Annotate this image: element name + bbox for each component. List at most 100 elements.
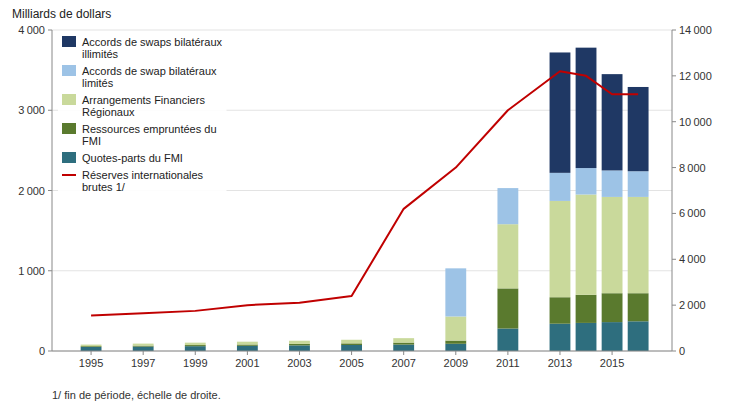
y2-tick	[672, 75, 676, 76]
bar	[237, 342, 258, 345]
bar	[133, 344, 154, 346]
bar	[550, 173, 571, 201]
bar	[289, 340, 310, 341]
y-tick-label: 3 000	[18, 104, 45, 116]
legend-label: Accords de swap bilatérauxlimités	[82, 65, 217, 89]
y-tick	[48, 110, 52, 111]
y-tick	[48, 30, 52, 31]
bar	[185, 342, 206, 343]
x-tick	[455, 351, 456, 355]
y-tick-label: 4 000	[18, 24, 45, 36]
bar	[576, 195, 597, 295]
y2-tick	[672, 259, 676, 260]
bar	[628, 321, 649, 351]
legend-items: Accords de swaps bilatérauxillimités Acco…	[62, 36, 223, 193]
x-tick-label: 2001	[235, 357, 259, 369]
legend-swatch	[62, 123, 76, 134]
y2-tick	[672, 351, 676, 352]
bar	[81, 344, 102, 345]
y2-tick	[672, 167, 676, 168]
y2-tick-label: 12 000	[679, 70, 712, 82]
bar	[445, 341, 466, 344]
legend-swatch	[62, 65, 76, 76]
bar	[341, 340, 362, 344]
x-tick-label: 1999	[183, 357, 207, 369]
bar	[602, 322, 623, 351]
x-tick-label: 1997	[131, 357, 155, 369]
legend-label-line: illimités	[82, 48, 119, 60]
bar	[185, 342, 206, 343]
y-tick-label: 2 000	[18, 185, 45, 197]
y-tick-label: 0	[39, 345, 45, 357]
bar	[550, 297, 571, 323]
bar	[445, 344, 466, 351]
page: {"chart_data": { "type": "bar", "stacked…	[0, 0, 730, 409]
bar	[445, 316, 466, 340]
bar	[185, 345, 206, 346]
legend-label-line: Accords de swaps bilatéraux	[82, 36, 223, 48]
y2-tick	[672, 305, 676, 306]
bar	[289, 345, 310, 351]
bar	[445, 268, 466, 316]
y2-tick-label: 14 000	[679, 24, 712, 36]
bar	[341, 343, 362, 345]
bar-series	[81, 195, 649, 347]
bar	[185, 346, 206, 351]
y2-tick-label: 8 000	[679, 162, 706, 174]
bar	[497, 188, 518, 224]
bar	[497, 188, 518, 189]
bar	[393, 343, 414, 345]
bar	[237, 344, 258, 345]
bar	[497, 329, 518, 351]
x-tick	[612, 351, 613, 355]
grid-line	[52, 351, 672, 352]
x-axis-line	[52, 351, 672, 352]
x-tick-label: 2015	[600, 357, 624, 369]
x-tick-label: 2013	[548, 357, 572, 369]
x-tick	[247, 351, 248, 355]
bar	[237, 341, 258, 342]
bar	[393, 338, 414, 339]
bar	[497, 224, 518, 288]
legend-label-line: Réserves internationales	[82, 169, 204, 181]
x-tick	[403, 351, 404, 355]
bar	[393, 345, 414, 351]
legend-swatch	[62, 174, 76, 176]
legend-background	[58, 32, 227, 197]
y2-tick	[672, 121, 676, 122]
bar-series	[550, 48, 649, 173]
x-tick-label: 2007	[391, 357, 415, 369]
x-tick	[91, 351, 92, 355]
bar	[602, 293, 623, 322]
bar	[133, 343, 154, 344]
legend-swatch	[62, 36, 76, 47]
legend-label-line: Quotes-parts du FMI	[82, 152, 183, 164]
legend-label-line: Accords de swap bilatéraux	[82, 65, 217, 77]
y-tick	[48, 351, 52, 352]
bar	[81, 345, 102, 347]
title: Milliards de dollars	[12, 7, 111, 21]
bar-series	[445, 168, 648, 316]
bar	[628, 171, 649, 197]
bar	[237, 341, 258, 342]
bar	[341, 345, 362, 351]
bar	[81, 347, 102, 351]
legend-label: Quotes-parts du FMI	[82, 152, 183, 164]
legend-label-line: FMI	[82, 135, 101, 147]
x-tick-label: 2005	[339, 357, 363, 369]
legend-label: Réserves internationalesbrutes 1/	[82, 169, 204, 193]
y2-tick-label: 4 000	[679, 253, 706, 265]
y2-tick	[672, 213, 676, 214]
bar	[576, 323, 597, 351]
bar	[497, 288, 518, 328]
bar	[628, 87, 649, 171]
bar	[237, 346, 258, 351]
bar	[576, 48, 597, 168]
bar	[602, 170, 623, 196]
bar	[133, 343, 154, 344]
bar	[289, 340, 310, 341]
x-tick	[559, 351, 560, 355]
footnote: 1/ fin de période, échelle de droite.	[52, 389, 221, 401]
x-tick	[143, 351, 144, 355]
y2-axis-line	[672, 30, 673, 351]
